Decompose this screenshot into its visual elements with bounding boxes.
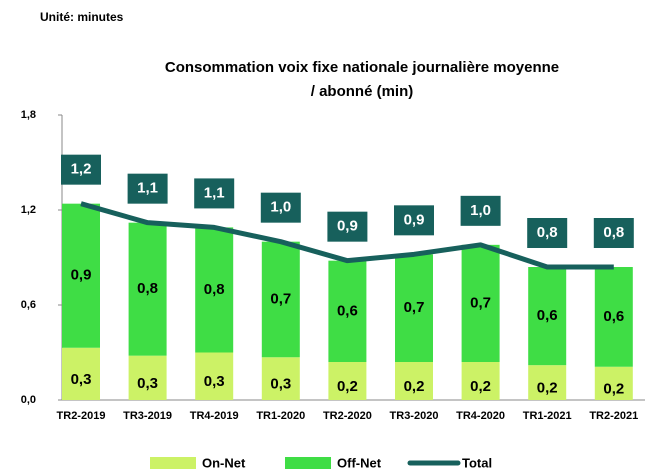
bar-segment [461,244,500,362]
chart-title: Consommation voix fixe nationale journal… [165,59,559,76]
legend-swatch [150,457,196,469]
y-tick-label: 0,0 [21,394,36,406]
y-tick-label: 1,8 [21,109,36,121]
total-label-box [327,211,368,242]
value-label: 0,6 [603,308,624,325]
bar-segment [195,227,234,353]
legend-label: Off-Net [337,455,382,470]
bar-segment [62,347,100,400]
x-tick-label: TR1-2021 [523,410,572,422]
total-label-box [127,173,168,204]
bar-segment [328,362,367,400]
value-label: 0,8 [137,280,158,297]
bar-segment [395,362,433,400]
legend-label: Total [462,455,492,470]
value-label: 0,7 [270,290,291,307]
value-label: 0,7 [404,299,425,316]
x-tick-label: TR3-2019 [123,410,172,422]
x-tick-label: TR3-2020 [390,410,439,422]
bar-segment [528,365,567,400]
total-label-box [61,154,101,185]
y-tick-label: 0,6 [21,299,36,311]
value-label: 1,1 [137,180,158,197]
x-tick-label: TR1-2020 [256,410,305,422]
x-tick-label: TR2-2019 [57,410,106,422]
bar-segment [594,267,633,367]
value-label: 0,9 [404,211,425,228]
bar-segment [594,366,633,400]
bar-segment [128,222,167,356]
value-label: 1,1 [204,184,225,201]
value-label: 0,3 [137,375,158,392]
y-tick-label: 1,2 [21,204,36,216]
bar-segment [528,267,567,366]
value-label: 0,6 [337,302,358,319]
bar-segment [395,254,433,362]
value-label: 0,2 [537,380,558,397]
total-label-box [194,178,235,209]
value-label: 0,3 [71,371,92,388]
bar-segment [328,260,367,362]
total-label-box [527,218,568,248]
value-label: 0,7 [470,294,491,311]
x-tick-label: TR4-2019 [190,410,239,422]
value-label: 0,2 [603,380,624,397]
chart-title: / abonné (min) [311,83,414,100]
total-label-box [260,192,301,223]
bar-segment [261,241,300,358]
value-label: 0,9 [71,267,92,284]
total-label-box [593,218,634,248]
x-tick-label: TR2-2020 [323,410,372,422]
value-label: 1,0 [270,199,291,216]
value-label: 0,3 [204,373,225,390]
value-label: 0,9 [337,218,358,235]
value-label: 1,2 [71,161,92,178]
bar-segment [128,355,167,400]
value-label: 0,8 [537,224,558,241]
value-label: 0,8 [204,281,225,298]
bar-segment [195,352,234,400]
value-label: 0,2 [404,378,425,395]
value-label: 0,8 [603,224,624,241]
bar-segment [461,362,500,400]
x-tick-label: TR2-2021 [589,410,638,422]
bar-segment [261,357,300,400]
unit-label: Unité: minutes [40,10,124,24]
value-label: 0,3 [270,376,291,393]
value-label: 1,0 [470,202,491,219]
total-label-box [460,195,501,226]
value-label: 0,6 [537,307,558,324]
x-tick-label: TR4-2020 [456,410,505,422]
value-label: 0,2 [337,378,358,395]
legend-label: On-Net [202,455,246,470]
total-line [80,201,614,270]
total-label-box [394,205,434,236]
value-label: 0,2 [470,378,491,395]
legend-swatch [285,457,331,469]
bar-segment [62,203,100,348]
